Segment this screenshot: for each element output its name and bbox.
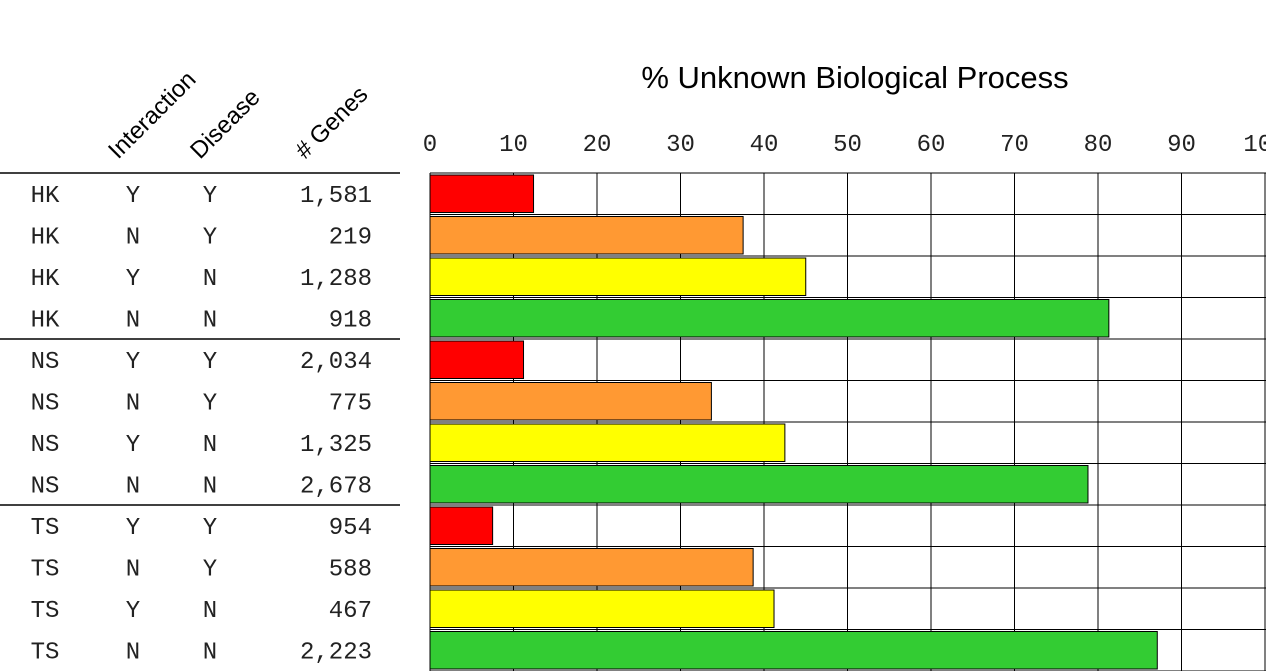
bar <box>429 382 712 421</box>
table-cell: 1,581 <box>300 183 372 210</box>
table-cell: N <box>203 598 217 625</box>
x-tick-label: 50 <box>833 132 862 159</box>
table-cell: Y <box>126 183 140 210</box>
table-cell: Y <box>126 515 140 542</box>
table-cell: N <box>126 639 140 666</box>
table-cell: Y <box>126 266 140 293</box>
table-cell: N <box>203 639 217 666</box>
x-tick-label: 40 <box>750 132 779 159</box>
table-cell: HK <box>31 307 60 334</box>
table-cell: Y <box>126 598 140 625</box>
table-cell: Y <box>203 224 217 251</box>
x-tick-label: 10 <box>499 132 528 159</box>
column-header: Disease <box>185 84 265 164</box>
table-cell: N <box>126 307 140 334</box>
table-cell: 2,034 <box>300 349 372 376</box>
x-tick-label: 80 <box>1084 132 1113 159</box>
bar <box>429 506 494 545</box>
chart-title: % Unknown Biological Process <box>641 60 1068 95</box>
table-cell: HK <box>31 266 60 293</box>
table-cell: 1,288 <box>300 266 372 293</box>
table-cell: Y <box>203 349 217 376</box>
table-cell: N <box>203 266 217 293</box>
table-cell: 2,223 <box>300 639 372 666</box>
x-tick-label: 100 <box>1243 132 1266 159</box>
bar <box>429 423 786 462</box>
bar <box>429 548 754 587</box>
table-cell: Y <box>203 556 217 583</box>
bar <box>429 299 1110 338</box>
x-tick-label: 90 <box>1167 132 1196 159</box>
table-cell: TS <box>31 515 60 542</box>
table-cell: 954 <box>329 515 372 542</box>
x-tick-label: 20 <box>583 132 612 159</box>
table-cell: TS <box>31 598 60 625</box>
table-cell: Y <box>126 432 140 459</box>
x-tick-label: 0 <box>423 132 437 159</box>
table-cell: Y <box>203 515 217 542</box>
bar <box>429 174 535 213</box>
bar <box>429 257 807 296</box>
table-cell: N <box>203 307 217 334</box>
table-cell: N <box>126 390 140 417</box>
table-cell: TS <box>31 639 60 666</box>
table-cell: TS <box>31 556 60 583</box>
bar <box>429 216 744 255</box>
table-cell: 219 <box>329 224 372 251</box>
table-cell: N <box>126 473 140 500</box>
x-tick-label: 30 <box>666 132 695 159</box>
table-cell: HK <box>31 224 60 251</box>
table-cell: 775 <box>329 390 372 417</box>
bar <box>429 589 775 628</box>
table-cell: N <box>126 224 140 251</box>
x-tick-label: 70 <box>1000 132 1029 159</box>
column-header: # Genes <box>290 81 373 164</box>
x-tick-label: 60 <box>917 132 946 159</box>
table-cell: 918 <box>329 307 372 334</box>
table-cell: Y <box>203 183 217 210</box>
table-cell: Y <box>126 349 140 376</box>
table-cell: HK <box>31 183 60 210</box>
table-cell: 1,325 <box>300 432 372 459</box>
table-cell: N <box>203 473 217 500</box>
table-cell: NS <box>31 473 60 500</box>
table-cell: N <box>126 556 140 583</box>
column-header: Interaction <box>103 66 201 164</box>
table-cell: NS <box>31 390 60 417</box>
table-cell: NS <box>31 349 60 376</box>
table-cell: 467 <box>329 598 372 625</box>
bar <box>429 340 525 379</box>
table-cell: 2,678 <box>300 473 372 500</box>
bar <box>429 631 1158 670</box>
bar <box>429 465 1089 504</box>
table-cell: Y <box>203 390 217 417</box>
table-cell: NS <box>31 432 60 459</box>
table-cell: N <box>203 432 217 459</box>
table-cell: 588 <box>329 556 372 583</box>
